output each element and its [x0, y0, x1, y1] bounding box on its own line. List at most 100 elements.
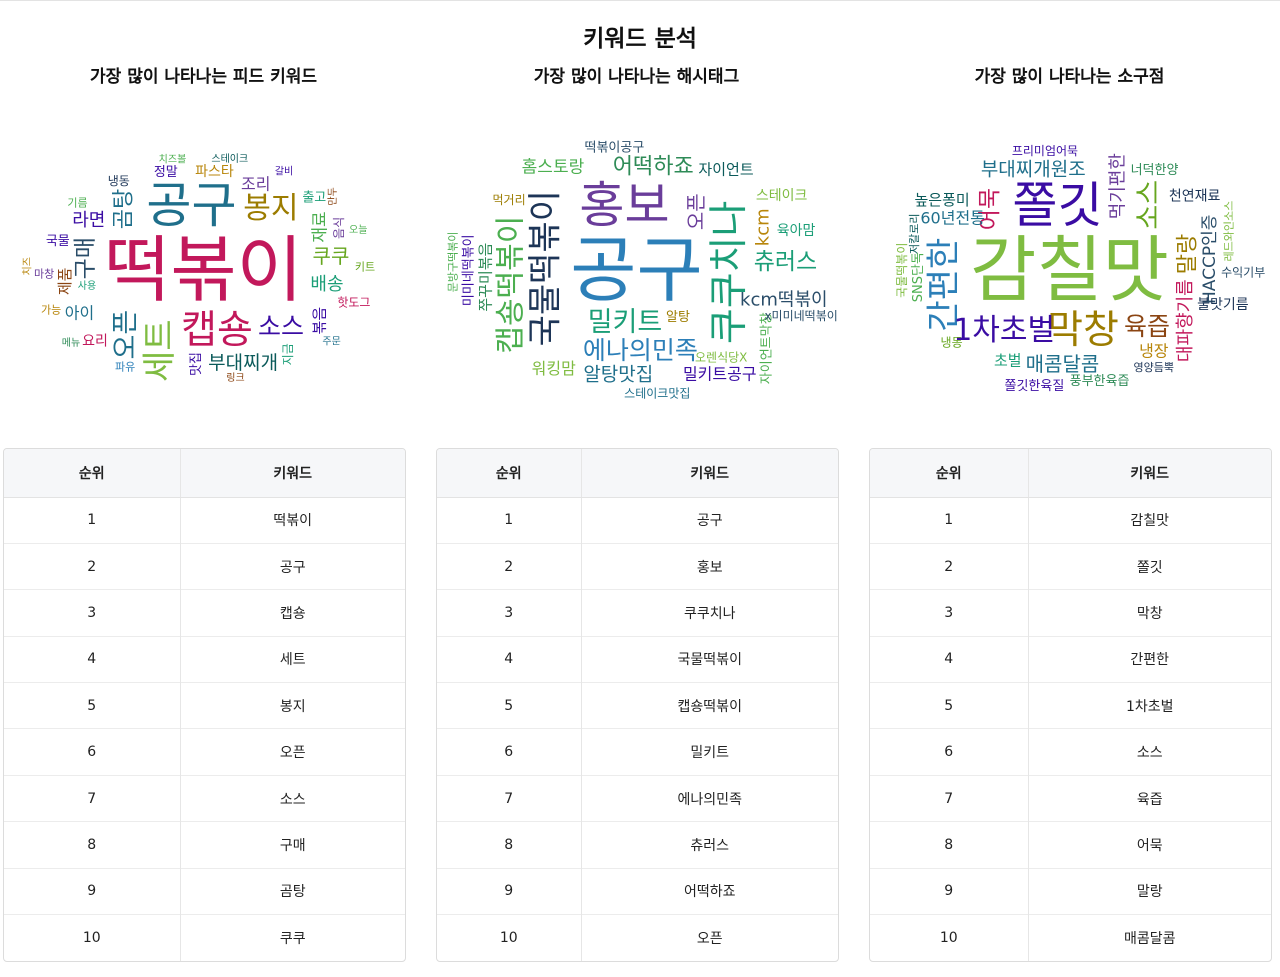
cloud-word: 간편한: [924, 238, 964, 332]
hashtag-table: 순위 키워드 1 공구 2 홍보 3 쿠쿠치나 4 국물떡볶이 5 캡숑떡볶이 6 밀키트 7 에나의민족…: [436, 448, 839, 962]
cloud-word: 쫄깃: [1012, 177, 1102, 234]
rank-cell: 3: [437, 589, 581, 637]
keyword-cell: 캡숑떡볶이: [580, 682, 838, 729]
cloud-word: 지금: [281, 343, 295, 365]
rank-cell: 5: [4, 682, 180, 729]
page-title: 키워드 분석: [583, 26, 697, 52]
cloud-word: 부대찌개원조: [981, 158, 1086, 180]
table-row: 8 구매: [4, 821, 405, 869]
cloud-word: 풍부한육즙: [1070, 374, 1130, 389]
cloud-word: 워킹맘: [532, 359, 576, 378]
cloud-word: 막창: [1047, 308, 1119, 353]
cloud-word: 오픈: [684, 193, 708, 230]
cloud-word: 자이언트: [698, 160, 753, 178]
cloud-word: 오픈: [111, 310, 142, 360]
cloud-word: SNS단독: [911, 252, 926, 302]
keyword-cell: 오픈: [179, 728, 405, 776]
cloud-word: 높은퐁미: [914, 191, 969, 209]
rank-cell: 1: [87, 512, 97, 529]
cloud-word: 쫄깃한육질: [1004, 379, 1064, 394]
cloud-word: x미미네떡볶이: [764, 309, 837, 323]
feed-keyword-table: 순위 키워드 1 떡볶이 2 공구 3 캡숑 4 세트 5 봉지 6 오픈 7 소스 8 구매 9 곰탕 10 쿠쿠: [3, 448, 406, 962]
keyword-cell: 공구: [179, 542, 405, 590]
keyword-cell: 밀키트: [580, 728, 838, 776]
table-row: 1 감칠맛: [870, 497, 1271, 544]
cloud-word: kcm: [752, 208, 773, 246]
rank-cell: 2: [4, 542, 180, 590]
appeal-point-panel: 가장 많이 나타나는 소구점 감칠맛 쫄깃 막창 간편한 1차초벌 소스 육즙 어묵 말랑 매콤달…: [868, 63, 1271, 435]
feed-keyword-panel: 가장 많이 나타나는 피드 키워드 떡볶이 공구 캡숑 세트 봉지 오픈 소스 구매 곰탕 쿠쿠 부…: [2, 63, 405, 435]
keyword-cell: 막창: [1027, 589, 1271, 637]
keyword-header: 키워드: [179, 449, 405, 498]
keyword-cell: 쿠쿠치나: [580, 589, 838, 637]
keyword-cell: 쫄깃: [1027, 542, 1271, 590]
rank-cell: 7: [437, 774, 581, 822]
keyword-cell: 봉지: [179, 682, 405, 729]
cloud-word: 소스: [1134, 180, 1165, 230]
cloud-word: 1차초벌: [953, 313, 1055, 348]
cloud-word: 영양듬뿍: [1134, 361, 1174, 374]
keyword-cell: 국물떡볶이: [580, 635, 838, 683]
cloud-word: 재료: [311, 211, 331, 242]
cloud-word: 먹기편한: [1108, 153, 1129, 219]
table-row: 2 홍보: [437, 542, 838, 590]
cloud-word: 냉장: [1139, 342, 1169, 361]
cloud-word: 부대찌개: [208, 352, 278, 374]
rank-cell: 5: [870, 682, 1028, 729]
rank-cell: 6: [870, 728, 1028, 776]
table-row: 3 막창: [870, 589, 1271, 637]
keyword-cell: 에나의민족: [580, 774, 838, 822]
cloud-word: 메뉴: [62, 337, 80, 349]
cloud-word: 봉지: [243, 191, 298, 226]
table-row: 8 츄러스: [437, 821, 838, 869]
cloud-word: 육즙: [1124, 312, 1170, 341]
cloud-word: 국물: [46, 234, 70, 249]
cloud-word: 알탕: [666, 310, 690, 325]
cloud-word: 밀키트공구: [683, 365, 757, 384]
cloud-word: 에나의민족: [583, 336, 698, 365]
panel-title: 가장 많이 나타나는 소구점: [974, 67, 1165, 87]
rank-cell: 2: [870, 542, 1028, 590]
rank-header: 순위: [870, 449, 1028, 498]
cloud-word: 소스: [258, 312, 304, 341]
cloud-word: 캡숑: [181, 308, 253, 353]
table-row: 9 말랑: [870, 867, 1271, 915]
cloud-word: 대파향기름: [1175, 279, 1196, 362]
table-row: 7 에나의민족: [437, 774, 838, 822]
cloud-word: 구매: [73, 237, 99, 279]
cloud-word: 핫도그: [337, 295, 370, 309]
rank-cell: 10: [437, 914, 581, 961]
keyword-cell: 간편한: [1027, 635, 1271, 683]
keyword-cell: 오픈: [580, 914, 838, 961]
cloud-word: 음식: [332, 217, 346, 239]
keyword-cell: 소스: [179, 774, 405, 822]
table-row: 2 공구: [4, 542, 405, 590]
cloud-word: 국물떡볶이: [526, 190, 566, 346]
cloud-word: 갈비: [275, 165, 293, 178]
rank-cell: 2: [437, 542, 581, 590]
cloud-word: 불맛기름: [1197, 297, 1249, 313]
cloud-word: 스테이크: [211, 153, 248, 165]
cloud-word: 냉동: [941, 336, 963, 350]
cloud-word: 만두: [327, 187, 339, 205]
rank-cell: 4: [4, 635, 180, 683]
cloud-word: 공구: [570, 228, 702, 312]
cloud-word: 쭈꾸미볶음: [476, 243, 494, 312]
cloud-word: 맛집: [189, 352, 204, 376]
cloud-word: 마창: [34, 267, 54, 280]
keyword-cell: 츄러스: [580, 821, 838, 869]
table-row: 9 어떡하죠: [437, 867, 838, 915]
word-cloud: 감칠맛 쫄깃 막창 간편한 1차초벌 소스 육즙 어묵 말랑 매콤달콤 부대찌개원조 먹기편한 대파향기…: [868, 105, 1271, 435]
cloud-word: 문방구떡볶이: [447, 232, 460, 293]
keyword-header: 키워드: [1027, 449, 1271, 498]
cloud-word: 치즈: [21, 257, 33, 275]
cloud-word: 세트: [140, 319, 180, 382]
cloud-word: 파스타: [195, 164, 234, 180]
rank-cell: 3: [4, 589, 180, 637]
rank-cell: 10: [870, 914, 1028, 961]
cloud-word: 수익기부: [1221, 266, 1265, 280]
table-row: 6 소스: [870, 728, 1271, 776]
table-row: 1 떡볶이: [4, 497, 405, 544]
table-row: 6 오픈: [4, 728, 405, 776]
rank-header: 순위: [437, 449, 581, 498]
